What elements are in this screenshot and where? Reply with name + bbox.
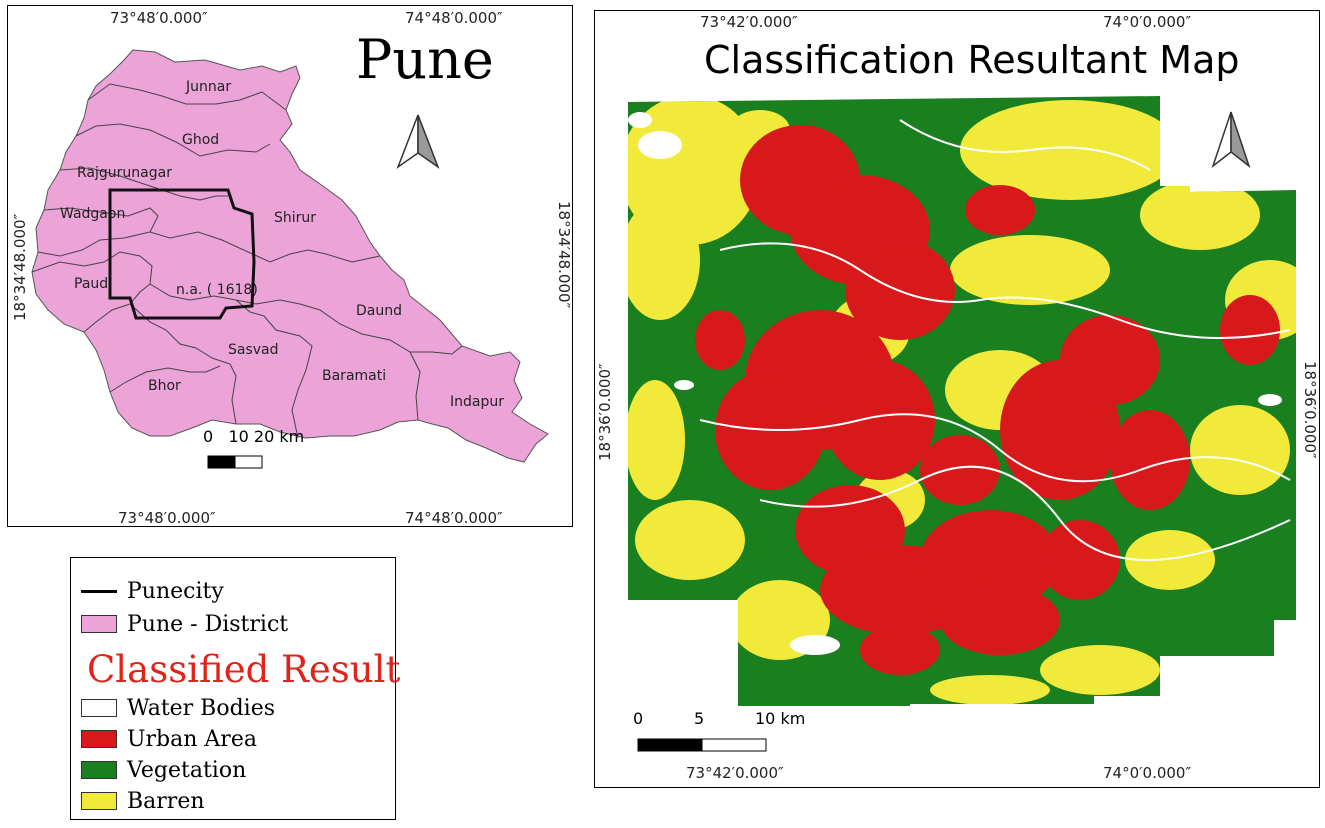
class-scale-label-10: 10 km [755, 709, 806, 728]
class-coord-top-1: 73°42′0.000″ [700, 13, 798, 31]
legend-box: Punecity Pune - District Classified Resu… [70, 557, 400, 820]
pune-scale-label: 0 10 20 km [203, 427, 305, 446]
label-baramati: Baramati [322, 368, 386, 384]
legend-header: Classified Result [87, 648, 401, 691]
pune-coord-bottom-2: 74°48′0.000″ [405, 509, 503, 527]
punecity-line-icon [81, 589, 117, 593]
classification-raster-layers [628, 96, 1296, 706]
class-coord-bottom-1: 73°42′0.000″ [686, 764, 784, 782]
legend-water-label: Water Bodies [127, 695, 276, 721]
class-scale-label-5: 5 [694, 709, 705, 728]
label-sasvad: Sasvad [228, 342, 279, 358]
legend-district: Pune - District [81, 611, 288, 637]
legend-vegetation: Vegetation [81, 757, 246, 783]
barren-swatch [81, 792, 117, 810]
label-rajgurunagar: Rajgurunagar [77, 165, 172, 181]
legend-barren-label: Barren [127, 788, 205, 814]
legend-punecity-label: Punecity [127, 578, 224, 604]
pune-map-title: Pune [356, 28, 494, 91]
classification-map-title: Classification Resultant Map [704, 38, 1240, 82]
pune-coord-bottom-1: 73°48′0.000″ [118, 509, 216, 527]
rivers [699, 119, 1291, 561]
punecity-boundary [108, 188, 256, 320]
label-indapur: Indapur [450, 394, 504, 410]
pune-coord-top-1: 73°48′0.000″ [110, 9, 208, 27]
label-shirur: Shirur [274, 210, 316, 226]
pune-district-map: Junnar Ghod Rajgurunagar Wadgaon Shirur … [31, 49, 549, 469]
legend-urban: Urban Area [81, 726, 257, 752]
label-na: n.a. ( 1618) [176, 282, 258, 298]
district-boundaries [31, 83, 463, 439]
class-scale-label-0: 0 [633, 709, 644, 728]
pune-scale-bar [207, 455, 263, 469]
class-coord-bottom-2: 74°0′0.000″ [1103, 764, 1192, 782]
urban-swatch [81, 730, 117, 748]
north-arrow-icon [396, 114, 440, 170]
label-junnar: Junnar [185, 79, 231, 95]
legend-water: Water Bodies [81, 695, 275, 721]
pune-district-polygon [31, 49, 549, 463]
legend-district-label: Pune - District [127, 611, 289, 637]
label-ghod: Ghod [182, 132, 219, 148]
district-swatch [81, 615, 117, 633]
district-labels: Junnar Ghod Rajgurunagar Wadgaon Shirur … [60, 79, 504, 410]
legend-punecity: Punecity [81, 578, 224, 604]
legend-barren: Barren [81, 788, 205, 814]
vegetation-swatch [81, 761, 117, 779]
water-bodies [628, 112, 1282, 655]
class-coord-top-2: 74°0′0.000″ [1103, 13, 1192, 31]
label-bhor: Bhor [148, 378, 181, 394]
class-scale-bar [637, 738, 767, 752]
legend-urban-label: Urban Area [127, 726, 257, 752]
water-swatch [81, 699, 117, 717]
label-daund: Daund [356, 303, 402, 319]
label-paud: Paud [74, 276, 108, 292]
north-arrow-icon [1211, 111, 1251, 169]
urban-patches [695, 125, 1280, 675]
pune-coord-top-2: 74°48′0.000″ [405, 9, 503, 27]
legend-vegetation-label: Vegetation [127, 757, 247, 783]
